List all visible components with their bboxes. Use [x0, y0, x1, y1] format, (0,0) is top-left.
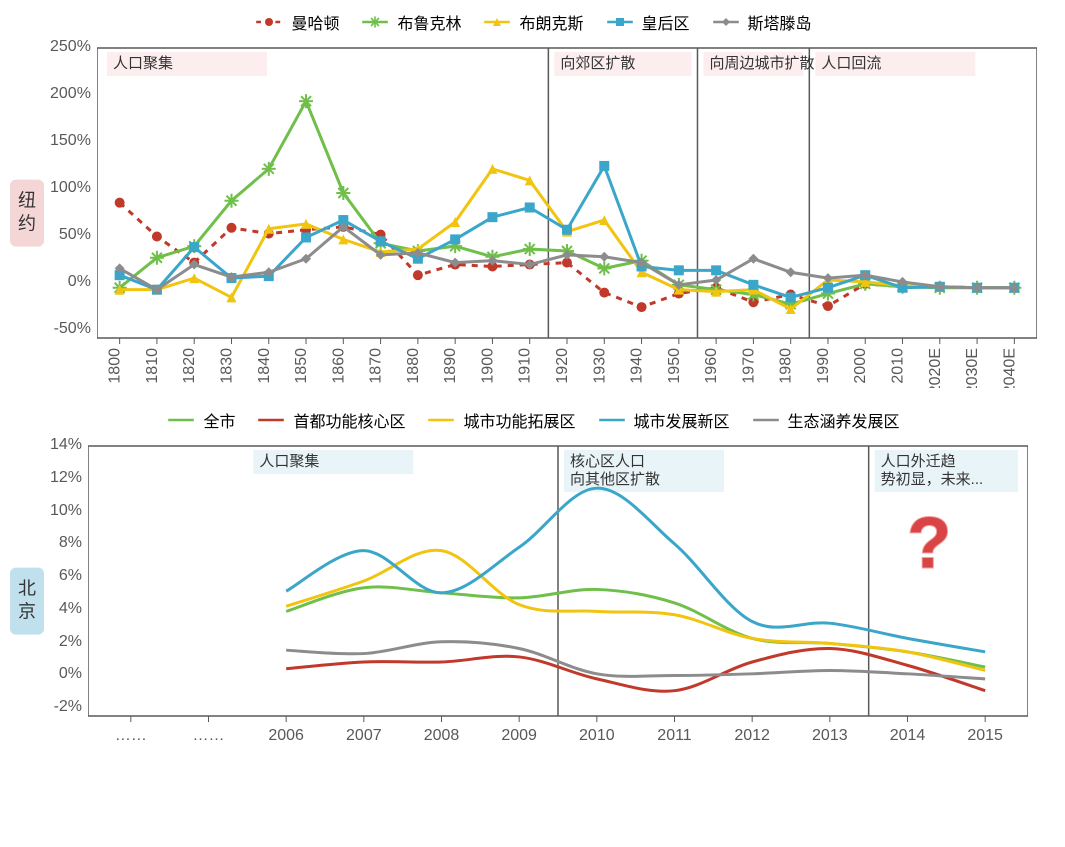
ny-y-axis: 250%200%150%100%50%0%-50%: [50, 38, 97, 338]
svg-text:人口聚集: 人口聚集: [259, 453, 319, 470]
bj-chart: 全市 首都功能核心区 城市功能拓展区 城市发展新区 生态涵养发展区 北京 14%12%1…: [10, 408, 1055, 766]
svg-text:人口回流: 人口回流: [821, 55, 881, 72]
bj-plot: 人口聚集 核心区人口向其他区扩散 人口外迁趋势初显，未来... …… …… 2006 200…: [88, 436, 1028, 766]
svg-text:2008: 2008: [424, 727, 460, 744]
svg-text:2011: 2011: [657, 727, 692, 744]
svg-text:2010: 2010: [889, 348, 906, 384]
svg-text:2040E: 2040E: [1001, 348, 1018, 388]
legend-item: 布朗克斯: [481, 10, 583, 34]
legend-item: 首都功能核心区: [255, 408, 405, 432]
legend-label: 皇后区: [642, 10, 690, 34]
svg-text:2006: 2006: [268, 727, 304, 744]
svg-text:1870: 1870: [368, 348, 385, 384]
svg-text:1960: 1960: [703, 348, 720, 384]
bj-y-axis: 14%12%10%8%6%4%2%0%-2%: [50, 436, 88, 716]
svg-text:1890: 1890: [442, 348, 459, 384]
bj-side-label: 北京: [10, 568, 44, 635]
svg-text:2007: 2007: [346, 727, 382, 744]
legend-item: 城市发展新区: [596, 408, 730, 432]
legend-label: 全市: [203, 408, 235, 432]
legend-item: 皇后区: [604, 10, 690, 34]
svg-text:2010: 2010: [579, 727, 615, 744]
svg-text:2013: 2013: [812, 727, 848, 744]
svg-text:2015: 2015: [967, 727, 1003, 744]
svg-text:1950: 1950: [666, 348, 683, 384]
legend-item: 斯塔滕岛: [710, 10, 812, 34]
svg-text:2020E: 2020E: [927, 348, 944, 388]
ny-plot: 人口聚集 向郊区扩散 向周边城市扩散人口回流 1800 1810 1820 1830 1840…: [97, 38, 1037, 388]
svg-text:2030E: 2030E: [964, 348, 981, 388]
svg-text:2000: 2000: [852, 348, 869, 384]
legend-label: 城市发展新区: [634, 408, 730, 432]
svg-text:人口聚集: 人口聚集: [113, 55, 173, 72]
ny-legend: 曼哈顿 布鲁克林 布朗克斯 皇后区 斯塔滕岛: [10, 10, 1055, 34]
legend-label: 城市功能拓展区: [463, 408, 575, 432]
legend-label: 曼哈顿: [291, 10, 339, 34]
svg-text:1930: 1930: [591, 348, 608, 384]
legend-label: 生态涵养发展区: [788, 408, 900, 432]
svg-text:势初显，未来...: 势初显，未来...: [881, 471, 984, 488]
svg-text:1840: 1840: [256, 348, 273, 384]
svg-text:1800: 1800: [107, 348, 124, 384]
legend-label: 布朗克斯: [519, 10, 583, 34]
svg-text:1830: 1830: [218, 348, 235, 384]
svg-text:向郊区扩散: 向郊区扩散: [560, 55, 635, 72]
svg-text:……: ……: [193, 727, 225, 744]
svg-text:1910: 1910: [517, 348, 534, 384]
legend-label: 布鲁克林: [397, 10, 461, 34]
svg-text:1820: 1820: [181, 348, 198, 384]
svg-text:1940: 1940: [628, 348, 645, 384]
svg-text:向其他区扩散: 向其他区扩散: [570, 471, 660, 488]
svg-text:2012: 2012: [734, 727, 770, 744]
svg-text:1810: 1810: [144, 348, 161, 384]
legend-item: 曼哈顿: [253, 10, 339, 34]
legend-item: 城市功能拓展区: [425, 408, 575, 432]
legend-item: 生态涵养发展区: [750, 408, 900, 432]
svg-text:……: ……: [115, 727, 147, 744]
svg-text:?: ?: [907, 504, 951, 584]
svg-text:2014: 2014: [890, 727, 926, 744]
bj-legend: 全市 首都功能核心区 城市功能拓展区 城市发展新区 生态涵养发展区: [123, 408, 943, 432]
legend-item: 全市: [165, 408, 235, 432]
svg-text:1920: 1920: [554, 348, 571, 384]
svg-text:1860: 1860: [330, 348, 347, 384]
svg-text:1900: 1900: [479, 348, 496, 384]
svg-text:1850: 1850: [293, 348, 310, 384]
svg-text:人口外迁趋: 人口外迁趋: [881, 453, 956, 470]
svg-text:1990: 1990: [815, 348, 832, 384]
legend-item: 布鲁克林: [359, 10, 461, 34]
svg-text:1970: 1970: [740, 348, 757, 384]
legend-label: 斯塔滕岛: [748, 10, 812, 34]
ny-chart: 曼哈顿 布鲁克林 布朗克斯 皇后区 斯塔滕岛 纽约 250%200%150%100%50…: [10, 10, 1055, 388]
ny-side-label: 纽约: [10, 180, 44, 247]
svg-text:2009: 2009: [501, 727, 537, 744]
svg-text:核心区人口: 核心区人口: [570, 453, 645, 470]
svg-text:1980: 1980: [778, 348, 795, 384]
svg-text:1880: 1880: [405, 348, 422, 384]
legend-label: 首都功能核心区: [293, 408, 405, 432]
svg-text:向周边城市扩散: 向周边城市扩散: [709, 55, 814, 72]
